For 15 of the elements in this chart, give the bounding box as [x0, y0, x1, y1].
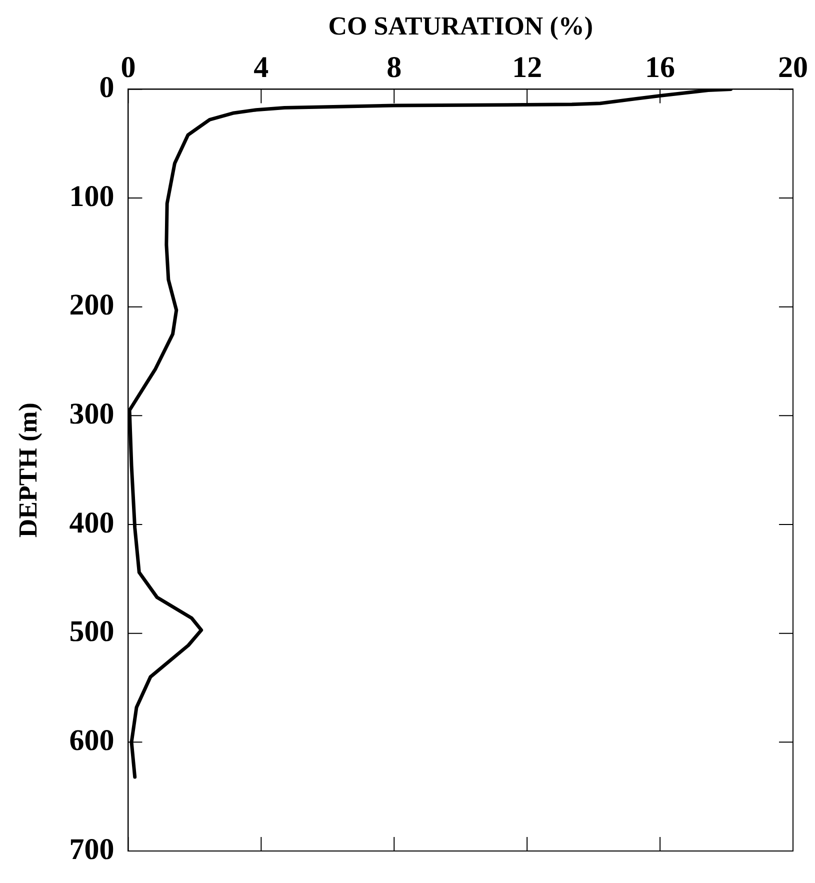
y-tick-label: 700 — [69, 832, 114, 866]
y-tick-label: 200 — [69, 288, 114, 322]
x-tick-label: 12 — [512, 50, 542, 84]
x-tick-label: 16 — [645, 50, 676, 84]
y-tick-label: 600 — [69, 724, 114, 757]
x-axis-title: CO SATURATION (%) — [328, 11, 594, 40]
y-tick-label: 500 — [69, 615, 114, 648]
x-tick-label: 20 — [778, 50, 808, 84]
y-axis-title: DEPTH (m) — [13, 402, 42, 538]
x-tick-label: 0 — [120, 50, 136, 84]
y-tick-label: 100 — [69, 180, 114, 213]
x-tick-label: 8 — [386, 50, 402, 84]
y-tick-label: 400 — [69, 506, 114, 540]
x-tick-label: 4 — [254, 50, 269, 84]
y-tick-label: 300 — [69, 397, 114, 430]
